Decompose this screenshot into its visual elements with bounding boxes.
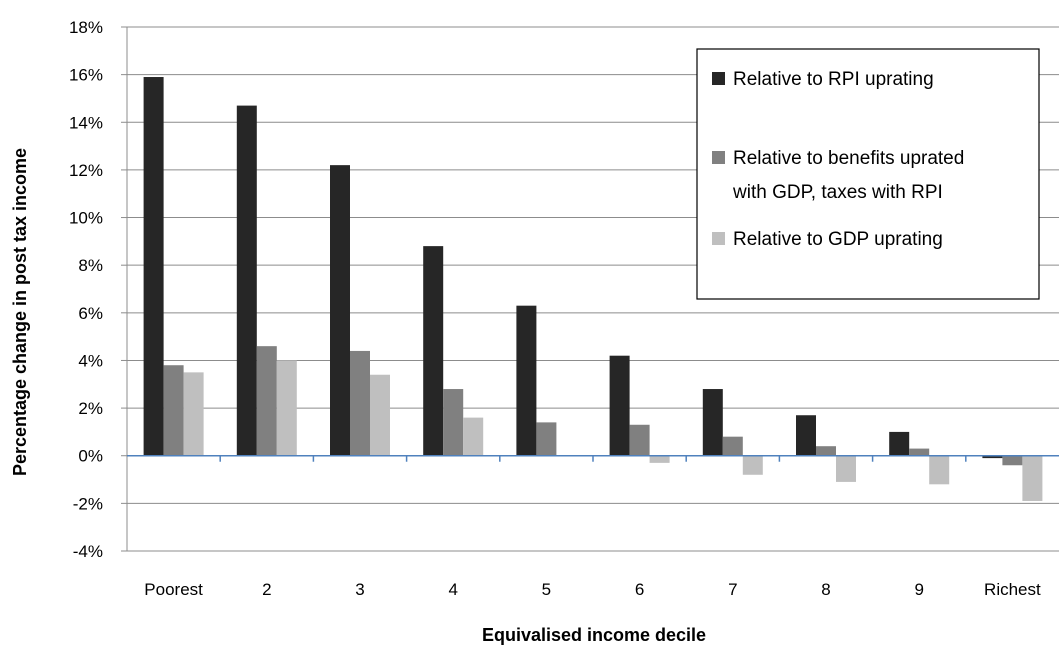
y-tick-label: 6% [78, 304, 103, 323]
bar [276, 360, 297, 456]
bar [702, 389, 723, 456]
legend-label: Relative to RPI uprating [733, 69, 934, 90]
legend-label: with GDP, taxes with RPI [732, 182, 943, 203]
bar [143, 77, 164, 456]
bar [649, 455, 670, 463]
x-tick-label: 2 [262, 580, 271, 599]
legend-label: Relative to GDP uprating [733, 229, 943, 250]
y-tick-label: 0% [78, 447, 103, 466]
y-tick-labels: -4% -2% 0% 2% 4% 6% 8% 10% 12% 14% 16% 18% [69, 18, 103, 561]
x-tick-label: 7 [728, 580, 737, 599]
y-tick-label: 12% [69, 161, 103, 180]
x-tick-label: 9 [914, 580, 923, 599]
bar [1002, 455, 1023, 466]
bar [536, 422, 557, 456]
x-tick-label: 8 [821, 580, 830, 599]
bar [796, 415, 816, 456]
bar [256, 346, 277, 456]
legend-swatch [712, 232, 725, 245]
y-tick-label: 10% [69, 209, 103, 228]
bar [742, 455, 763, 475]
legend-label: Relative to benefits uprated [733, 148, 964, 169]
bar [370, 374, 390, 456]
bar [929, 455, 950, 485]
x-tick-label: 4 [448, 580, 457, 599]
axes [121, 26, 1059, 552]
y-tick-label: -4% [73, 542, 103, 561]
y-tick-label: -2% [73, 494, 103, 513]
y-tick-label: 2% [78, 399, 103, 418]
y-tick-label: 4% [78, 351, 103, 370]
x-tick-label: 3 [355, 580, 364, 599]
bar [463, 417, 484, 456]
bars [143, 77, 1043, 501]
bar [722, 436, 743, 456]
bar [889, 431, 910, 456]
legend: Relative to RPI uprating Relative to bene… [696, 48, 1040, 300]
bar [183, 372, 204, 456]
bar [609, 355, 630, 456]
bar [330, 165, 350, 456]
bar [350, 350, 370, 456]
bar [836, 455, 856, 482]
x-tick-label: 5 [542, 580, 551, 599]
y-tick-label: 8% [78, 256, 103, 275]
x-tick-label: Richest [984, 580, 1041, 599]
x-tick-labels: Poorest 2 3 4 5 6 7 8 9 Richest [144, 580, 1041, 599]
y-axis-title: Percentage change in post tax income [10, 148, 30, 476]
bar [423, 246, 444, 456]
bar [163, 365, 184, 456]
y-tick-label: 14% [69, 113, 103, 132]
x-axis-title: Equivalised income decile [482, 625, 706, 645]
y-tick-label: 16% [69, 66, 103, 85]
legend-swatch [712, 151, 725, 164]
bar [236, 105, 257, 456]
y-tick-label: 18% [69, 18, 103, 37]
bar [982, 455, 1003, 459]
bar [443, 389, 464, 456]
x-tick-label: 6 [635, 580, 644, 599]
bar [629, 424, 650, 456]
bar [1022, 455, 1043, 501]
bar [909, 448, 930, 456]
legend-box [696, 48, 1040, 300]
x-tick-label: Poorest [144, 580, 203, 599]
bar [516, 305, 537, 456]
bar [816, 446, 836, 456]
legend-swatch [712, 72, 725, 85]
